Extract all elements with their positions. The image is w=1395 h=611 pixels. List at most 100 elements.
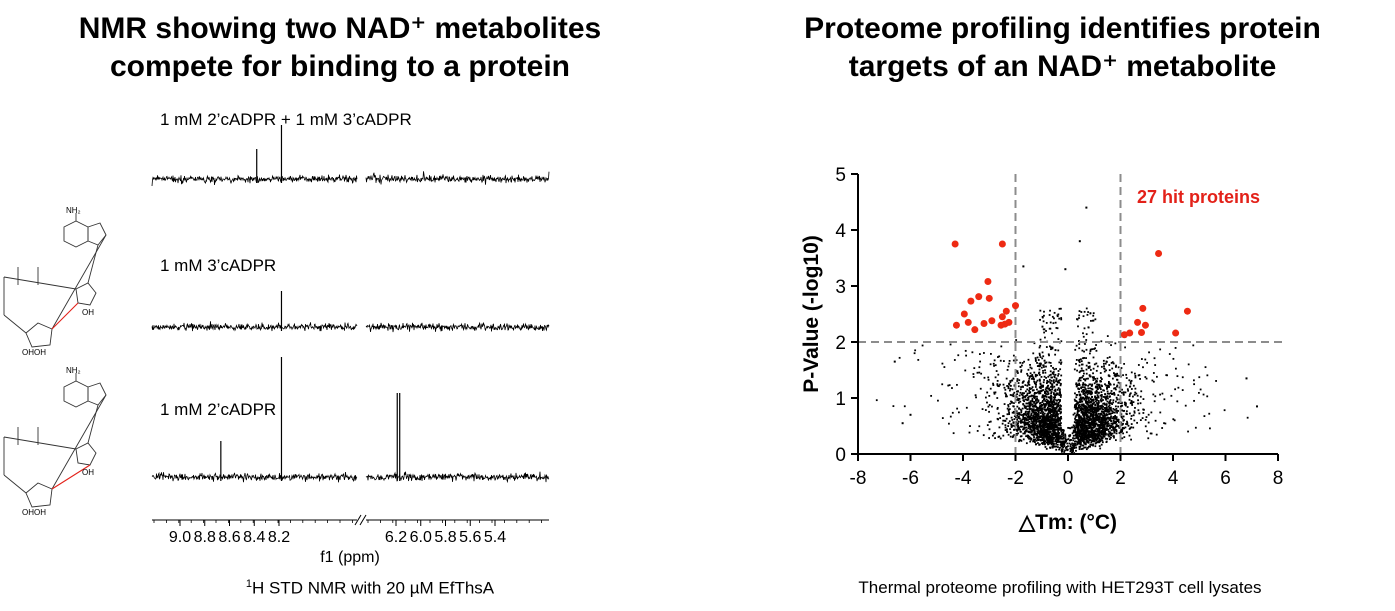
background-point [1074,392,1076,395]
background-point [1085,430,1088,433]
background-point [1086,390,1089,393]
background-point [1092,314,1095,317]
background-point [1246,416,1249,419]
background-point [1105,413,1108,415]
background-point [1013,428,1016,431]
background-point [1113,393,1116,396]
background-point [1114,342,1117,345]
background-point [1115,410,1118,412]
background-point [1153,400,1156,403]
background-point [1108,417,1111,419]
background-point [1132,401,1135,404]
background-point [1051,417,1054,420]
background-point [1039,356,1042,358]
background-point [1049,361,1052,364]
background-point [1037,420,1040,423]
background-point [997,436,1000,438]
background-point [1146,361,1149,364]
background-point [1013,391,1016,394]
background-point [1058,307,1061,310]
background-point [1039,428,1042,431]
background-point [1052,322,1055,325]
background-point [1047,384,1049,387]
background-point [1089,418,1091,421]
background-point [1088,392,1091,395]
hit-point-15 [964,318,972,326]
background-point [1017,397,1019,400]
hit-point-21 [1139,304,1147,312]
background-point [1044,392,1046,395]
background-point [1056,383,1059,386]
background-point [1125,373,1128,376]
background-point [1122,426,1124,429]
background-point [1096,377,1099,380]
background-point [992,382,994,385]
background-point [1113,391,1115,394]
background-point [1059,379,1062,381]
background-point [1040,407,1043,410]
background-point [1052,380,1055,383]
background-point [1054,445,1057,448]
background-point [1124,404,1127,407]
background-point [1102,428,1105,431]
background-point [1085,357,1087,359]
background-point [1042,441,1045,444]
background-point [1110,429,1113,432]
background-point [1060,422,1062,424]
background-point [1026,384,1029,387]
background-point [1069,447,1072,450]
background-point [1034,441,1036,444]
background-point [1080,429,1083,432]
background-point [1087,445,1090,448]
background-point [1099,424,1102,427]
background-point [1043,366,1045,368]
background-point [1043,416,1046,419]
background-point [1128,434,1131,437]
background-point [1056,414,1059,417]
background-point [1088,399,1090,402]
background-point [1006,407,1009,410]
background-point [1103,431,1106,434]
background-point [1036,356,1039,359]
background-point [1038,368,1041,371]
background-point [1013,418,1016,421]
background-point [989,420,992,423]
background-point [1013,384,1016,387]
background-point [1041,424,1044,427]
background-point [1085,368,1088,371]
background-point [1045,361,1048,364]
background-point [1105,361,1108,363]
background-point [1023,421,1026,424]
background-point [1110,344,1112,347]
background-point [1129,393,1131,396]
background-point [1069,434,1072,436]
background-point [1041,357,1044,360]
background-point [1078,343,1081,346]
background-point [1041,401,1044,403]
background-point [1048,431,1051,434]
background-point [1088,365,1091,368]
background-point [1126,388,1129,391]
background-point [1033,415,1036,418]
background-point [1093,436,1096,439]
background-point [989,363,992,366]
background-point [1102,411,1105,413]
background-point [1047,401,1049,404]
background-point [1130,388,1133,390]
hit-point-12 [998,313,1006,321]
background-point [1043,408,1046,411]
background-point [1045,432,1047,435]
background-point [1098,445,1101,447]
background-point [1123,419,1125,421]
background-point [1033,409,1035,412]
background-point [1024,423,1026,426]
background-point [1099,435,1102,437]
background-point [1006,431,1009,433]
background-point [1085,427,1088,430]
background-point [1067,445,1069,448]
background-point [1107,382,1110,385]
background-point [1008,360,1011,362]
ohoh-label: OHOH [22,508,46,517]
background-point [1058,394,1061,397]
background-point [1081,389,1084,392]
